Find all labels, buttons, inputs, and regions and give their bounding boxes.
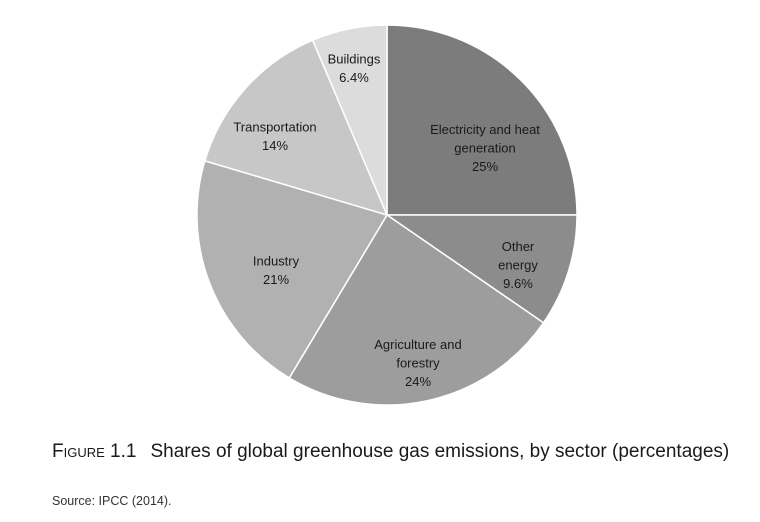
slice-label: Buildings 6.4% — [328, 51, 381, 85]
figure-source: Source: IPCC (2014). — [52, 494, 172, 508]
slice-label: Electricity and heat generation 25% — [430, 122, 540, 174]
figure-caption: Figure 1.1 Shares of global greenhouse ga… — [52, 440, 742, 464]
figure-number: Figure 1.1 — [52, 441, 137, 462]
pie-slice — [384, 214, 578, 324]
pie-slice — [288, 213, 545, 406]
pie-slice — [386, 24, 578, 216]
pie-slice — [196, 159, 389, 379]
slice-label: Transportation 14% — [233, 119, 316, 153]
pie-slice — [311, 24, 388, 216]
slice-label: Agriculture and forestry 24% — [374, 337, 461, 389]
pie-chart: Electricity and heat generation 25% Other en… — [196, 24, 578, 406]
figure-title: Shares of global greenhouse gas emission… — [150, 441, 730, 462]
pie-slice — [203, 39, 389, 217]
slice-label: Industry 21% — [253, 253, 300, 287]
slice-label: Other energy 9.6% — [498, 239, 538, 291]
